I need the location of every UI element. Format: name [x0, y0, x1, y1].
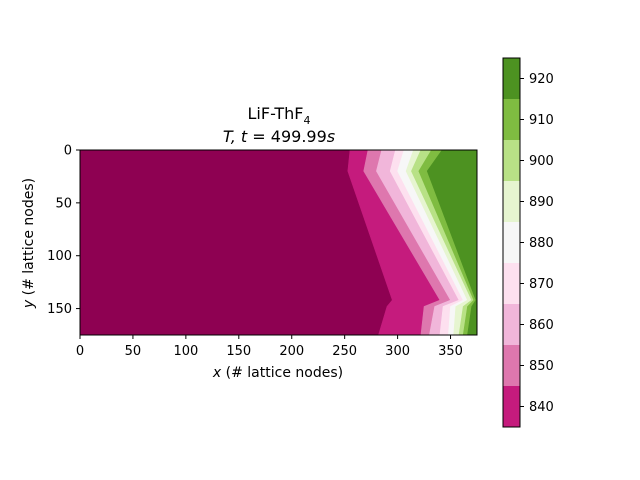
y-tick-label: 100: [47, 249, 72, 264]
colorbar-tick-label: 850: [529, 359, 554, 374]
y-tick: 0: [64, 144, 80, 159]
y-tick-label: 50: [55, 196, 72, 211]
colorbar-tick: 860: [520, 318, 554, 333]
x-axis-ticks: 0 50 100 150 200 250 300 350: [76, 335, 463, 359]
colorbar-band: [503, 386, 520, 427]
colorbar-tick: 920: [520, 72, 554, 87]
x-tick-label: 100: [173, 344, 198, 359]
colorbar-tick: 900: [520, 154, 554, 169]
x-tick: 200: [279, 335, 304, 359]
colorbar-tick: 880: [520, 236, 554, 251]
colorbar-band: [503, 222, 520, 263]
y-tick-label: 150: [47, 302, 72, 317]
colorbar-ticks: 840 850 860 870 880 890 900 910 920: [520, 72, 554, 415]
x-tick: 250: [332, 335, 357, 359]
y-tick-label: 0: [64, 144, 72, 159]
colorbar-tick-label: 870: [529, 277, 554, 292]
colorbar-tick: 890: [520, 195, 554, 210]
colorbar-tick-label: 880: [529, 236, 554, 251]
colorbar-band: [503, 140, 520, 181]
colorbar: [503, 58, 520, 427]
colorbar-tick: 840: [520, 400, 554, 415]
colorbar-tick-label: 840: [529, 400, 554, 415]
y-tick: 150: [47, 302, 80, 317]
chart-title-line1: LiF-ThF4: [248, 104, 311, 127]
y-axis-label: y (# lattice nodes): [21, 178, 37, 309]
contour-region-0: [79, 149, 393, 336]
colorbar-band: [503, 304, 520, 345]
contour-regions: [79, 149, 478, 336]
x-tick-label: 0: [76, 344, 84, 359]
chart-title-line2: T, t = 499.99s: [223, 127, 335, 146]
x-tick-label: 300: [385, 344, 410, 359]
colorbar-band: [503, 345, 520, 386]
y-tick: 100: [47, 249, 80, 264]
x-tick-label: 250: [332, 344, 357, 359]
x-tick-label: 200: [279, 344, 304, 359]
colorbar-band: [503, 181, 520, 222]
x-tick-label: 150: [226, 344, 251, 359]
colorbar-tick: 850: [520, 359, 554, 374]
x-tick: 100: [173, 335, 198, 359]
x-tick: 0: [76, 335, 84, 359]
x-tick-label: 50: [125, 344, 142, 359]
colorbar-tick: 870: [520, 277, 554, 292]
x-tick: 150: [226, 335, 251, 359]
plot-frame: [79, 149, 478, 336]
colorbar-tick-label: 890: [529, 195, 554, 210]
colorbar-tick-label: 860: [529, 318, 554, 333]
colorbar-band: [503, 58, 520, 99]
x-axis-label: x (# lattice nodes): [212, 365, 343, 381]
x-tick-label: 350: [438, 344, 463, 359]
colorbar-tick-label: 900: [529, 154, 554, 169]
colorbar-tick-label: 910: [529, 113, 554, 128]
colorbar-band: [503, 99, 520, 140]
colorbar-tick: 910: [520, 113, 554, 128]
colorbar-tick-label: 920: [529, 72, 554, 87]
x-tick: 350: [438, 335, 463, 359]
x-tick: 300: [385, 335, 410, 359]
x-tick: 50: [125, 335, 142, 359]
y-tick: 50: [55, 196, 80, 211]
y-axis-ticks: 0 50 100 150: [47, 144, 80, 317]
colorbar-band: [503, 263, 520, 304]
